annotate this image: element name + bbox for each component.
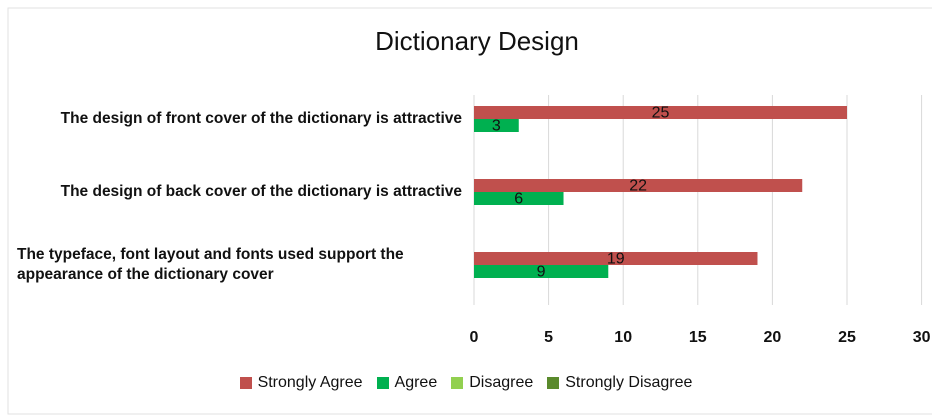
legend-label: Strongly Disagree — [565, 374, 693, 391]
legend-item: Disagree — [451, 374, 533, 392]
x-tick-label: 20 — [764, 329, 782, 346]
legend-swatch — [547, 377, 560, 389]
category-label: The design of back cover of the dictiona… — [60, 183, 462, 200]
category-label-box: The design of back cover of the dictiona… — [12, 162, 462, 222]
legend-swatch — [451, 377, 464, 389]
value-label: 19 — [607, 251, 625, 268]
legend-label: Strongly Agree — [257, 374, 363, 391]
legend-swatch — [376, 377, 389, 389]
value-label: 22 — [629, 178, 647, 195]
category-label: The typeface, font layout and fonts used… — [17, 246, 404, 283]
legend: Strongly Agree Agree Disagree Strongly Disa… — [0, 374, 932, 392]
legend-label: Agree — [394, 374, 438, 391]
value-label: 3 — [492, 118, 501, 135]
chart-title: Dictionary Design — [375, 26, 579, 56]
legend-item: Strongly Agree — [239, 374, 363, 392]
legend-swatch — [239, 377, 252, 389]
bar — [474, 119, 519, 132]
value-label: 25 — [652, 105, 670, 122]
category-label-box: The design of front cover of the diction… — [12, 89, 462, 149]
category-label: The design of front cover of the diction… — [60, 110, 462, 127]
x-tick-label: 0 — [470, 329, 479, 346]
bar — [474, 192, 564, 205]
bar — [474, 179, 803, 192]
legend-item: Agree — [376, 374, 438, 392]
x-tick-label: 5 — [544, 329, 553, 346]
value-label: 6 — [514, 191, 523, 208]
x-tick-label: 30 — [913, 329, 931, 346]
legend-label: Disagree — [469, 374, 534, 391]
bar — [474, 252, 758, 265]
x-tick-label: 25 — [838, 329, 856, 346]
chart-frame — [7, 7, 932, 415]
category-label-box: The typeface, font layout and fonts used… — [12, 235, 462, 295]
x-tick-label: 10 — [614, 329, 632, 346]
value-label: 9 — [537, 264, 546, 281]
bar — [474, 265, 609, 278]
x-tick-label: 15 — [689, 329, 707, 346]
legend-item: Strongly Disagree — [547, 374, 692, 392]
bar — [474, 106, 847, 119]
